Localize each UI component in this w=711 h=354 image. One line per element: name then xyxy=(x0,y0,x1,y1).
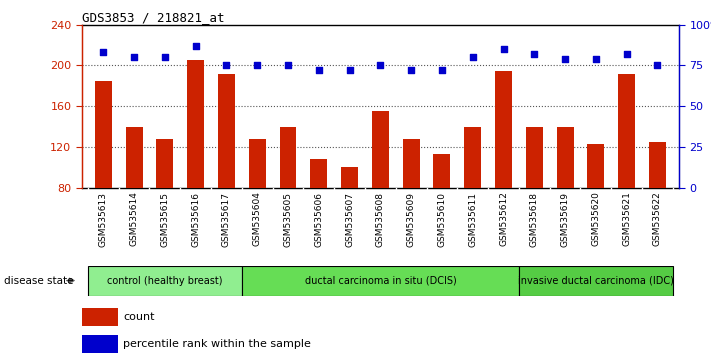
Point xyxy=(190,43,201,49)
Point xyxy=(560,56,571,62)
Point xyxy=(528,51,540,57)
Bar xyxy=(82,335,117,353)
Text: GSM535610: GSM535610 xyxy=(437,192,447,246)
Point xyxy=(252,63,263,68)
Bar xyxy=(242,266,519,296)
Text: count: count xyxy=(123,312,154,322)
Text: GSM535622: GSM535622 xyxy=(653,192,662,246)
Bar xyxy=(249,139,266,269)
Point xyxy=(313,68,324,73)
Point xyxy=(467,55,479,60)
Bar xyxy=(434,154,451,269)
Text: GSM535611: GSM535611 xyxy=(469,192,477,246)
Text: GSM535618: GSM535618 xyxy=(530,192,539,246)
Text: invasive ductal carcinoma (IDC): invasive ductal carcinoma (IDC) xyxy=(518,275,674,286)
Bar xyxy=(279,127,296,269)
Text: GSM535620: GSM535620 xyxy=(592,192,600,246)
Text: GSM535614: GSM535614 xyxy=(129,192,139,246)
Text: GSM535616: GSM535616 xyxy=(191,192,201,246)
Bar xyxy=(95,81,112,269)
Bar xyxy=(126,127,143,269)
Text: GSM535604: GSM535604 xyxy=(252,192,262,246)
Bar xyxy=(88,266,242,296)
Text: percentile rank within the sample: percentile rank within the sample xyxy=(123,339,311,349)
Bar xyxy=(557,127,574,269)
Bar xyxy=(372,111,389,269)
Bar xyxy=(341,167,358,269)
Text: ductal carcinoma in situ (DCIS): ductal carcinoma in situ (DCIS) xyxy=(304,275,456,286)
Point xyxy=(344,68,356,73)
Text: GSM535615: GSM535615 xyxy=(161,192,169,246)
Text: GSM535613: GSM535613 xyxy=(99,192,108,246)
Bar xyxy=(310,159,327,269)
Text: disease state: disease state xyxy=(4,275,73,286)
Text: GSM535608: GSM535608 xyxy=(376,192,385,246)
Bar xyxy=(156,139,173,269)
Point xyxy=(97,50,109,55)
Point xyxy=(590,56,602,62)
Text: GDS3853 / 218821_at: GDS3853 / 218821_at xyxy=(82,11,224,24)
Bar xyxy=(526,127,542,269)
Point xyxy=(282,63,294,68)
Bar xyxy=(464,127,481,269)
Point xyxy=(405,68,417,73)
Text: GSM535621: GSM535621 xyxy=(622,192,631,246)
Bar xyxy=(218,74,235,269)
Bar xyxy=(519,266,673,296)
Text: GSM535607: GSM535607 xyxy=(345,192,354,246)
Text: GSM535619: GSM535619 xyxy=(560,192,570,246)
Text: control (healthy breast): control (healthy breast) xyxy=(107,275,223,286)
Point xyxy=(652,63,663,68)
Bar xyxy=(82,308,117,326)
Bar xyxy=(618,74,635,269)
Text: GSM535617: GSM535617 xyxy=(222,192,231,246)
Point xyxy=(129,55,140,60)
Text: GSM535612: GSM535612 xyxy=(499,192,508,246)
Point xyxy=(621,51,632,57)
Bar xyxy=(649,142,666,269)
Point xyxy=(437,68,448,73)
Bar xyxy=(587,144,604,269)
Point xyxy=(498,46,509,52)
Text: GSM535609: GSM535609 xyxy=(407,192,416,246)
Point xyxy=(375,63,386,68)
Bar xyxy=(402,139,419,269)
Text: GSM535606: GSM535606 xyxy=(314,192,324,246)
Point xyxy=(159,55,171,60)
Text: GSM535605: GSM535605 xyxy=(284,192,292,246)
Bar xyxy=(187,61,204,269)
Point xyxy=(221,63,232,68)
Bar xyxy=(495,70,512,269)
